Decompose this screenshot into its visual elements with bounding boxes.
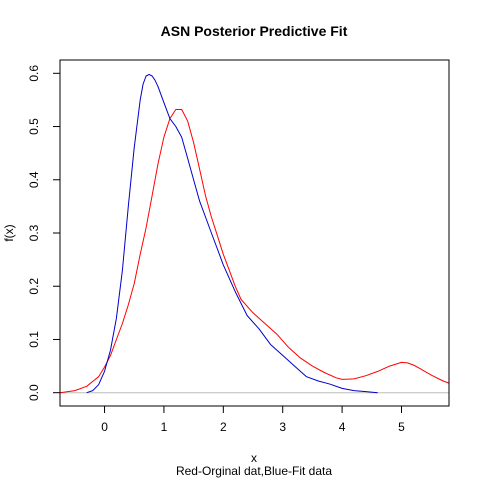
y-tick-label: 0.2 [27,278,41,295]
y-axis-label: f(x) [2,224,16,241]
chart-subtitle: Red-Orginal dat,Blue-Fit data [176,464,332,478]
y-axis: 0.0 0.1 0.2 0.3 0.4 0.5 0.6 [27,65,61,401]
y-tick-label: 0.4 [27,171,41,188]
x-tick-label: 1 [161,420,168,434]
y-tick-label: 0.1 [27,331,41,348]
y-tick-label: 0.5 [27,118,41,135]
plot-frame [59,59,450,407]
x-tick-label: 3 [279,420,286,434]
y-tick-label: 0.3 [27,224,41,241]
x-tick-label: 5 [398,420,405,434]
chart-title: ASN Posterior Predictive Fit [161,23,348,39]
y-tick-label: 0.6 [27,65,41,82]
plot-area [59,73,450,394]
y-tick-label: 0.0 [27,384,41,401]
x-tick-label: 0 [101,420,108,434]
x-axis: 0 1 2 3 4 5 [101,405,405,434]
red-density-line [59,109,450,394]
x-axis-label: x [251,451,257,465]
x-tick-label: 2 [220,420,227,434]
x-tick-label: 4 [339,420,346,434]
blue-density-line [86,73,378,394]
